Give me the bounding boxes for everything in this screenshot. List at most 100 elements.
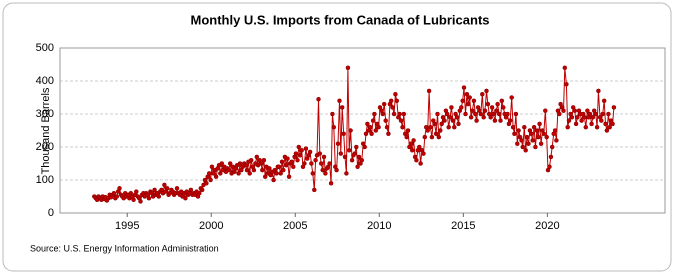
data-point xyxy=(285,156,290,161)
data-point xyxy=(261,157,267,163)
data-point xyxy=(367,124,373,130)
data-point xyxy=(495,101,500,107)
y-tick-label: 200 xyxy=(36,141,54,153)
data-point xyxy=(398,118,404,123)
chart-title: Monthly U.S. Imports from Canada of Lubr… xyxy=(190,12,489,27)
data-point xyxy=(236,171,241,176)
data-point xyxy=(208,177,213,183)
data-point xyxy=(596,88,601,94)
data-point xyxy=(204,181,209,186)
data-point xyxy=(554,138,559,143)
data-point xyxy=(162,182,167,188)
data-point xyxy=(409,148,415,153)
data-point xyxy=(484,88,489,94)
data-point xyxy=(248,157,254,163)
x-tick-label: 2020 xyxy=(535,220,559,232)
data-point xyxy=(465,101,471,107)
frame xyxy=(2,2,672,272)
data-point xyxy=(401,111,407,117)
data-point xyxy=(471,98,477,104)
x-tick-label: 2010 xyxy=(367,220,391,232)
data-point xyxy=(425,128,430,133)
y-axis-label: Thousand Barrels xyxy=(40,87,52,174)
data-point xyxy=(370,118,376,123)
data-point xyxy=(492,118,498,123)
data-point xyxy=(383,118,388,123)
data-point xyxy=(456,121,461,127)
data-point xyxy=(549,144,555,150)
data-point xyxy=(297,153,303,158)
data-point xyxy=(478,111,484,117)
data-point xyxy=(345,65,351,71)
data-point xyxy=(505,111,510,117)
data-point xyxy=(243,162,248,168)
y-tick-label: 0 xyxy=(48,207,54,219)
data-point xyxy=(386,131,391,137)
data-point xyxy=(359,157,365,163)
data-point xyxy=(470,108,475,113)
data-point xyxy=(454,115,460,120)
data-point xyxy=(449,105,454,110)
data-point xyxy=(507,118,513,123)
data-point xyxy=(344,171,349,176)
data-point xyxy=(244,167,250,173)
data-point xyxy=(536,134,541,140)
data-point xyxy=(408,141,414,146)
data-point xyxy=(435,111,440,117)
data-point xyxy=(562,65,568,71)
data-point xyxy=(432,121,437,127)
data-point xyxy=(488,115,493,120)
data-point xyxy=(156,194,162,199)
data-point xyxy=(341,131,346,137)
data-point xyxy=(299,148,304,153)
data-point xyxy=(498,118,503,123)
data-point xyxy=(426,88,432,94)
data-point xyxy=(373,128,379,133)
y-tick-label: 100 xyxy=(36,174,54,186)
data-point xyxy=(533,144,538,150)
data-point xyxy=(526,141,531,146)
data-point xyxy=(321,154,327,160)
data-point xyxy=(509,95,514,100)
data-point xyxy=(489,105,495,110)
data-point xyxy=(564,82,569,87)
data-point xyxy=(164,186,170,191)
data-point xyxy=(349,157,355,163)
data-point xyxy=(459,105,464,110)
data-point xyxy=(289,159,294,165)
data-point xyxy=(593,111,599,117)
data-point xyxy=(209,164,215,170)
source: Source: U.S. Energy Information Administ… xyxy=(30,243,219,253)
y-tick-label: 400 xyxy=(36,75,54,87)
data-point xyxy=(258,161,264,166)
data-point xyxy=(422,134,428,140)
data-point xyxy=(247,171,252,176)
data-point xyxy=(566,118,572,123)
data-point xyxy=(442,118,447,123)
data-point xyxy=(260,167,265,173)
data-point xyxy=(295,157,300,163)
data-point xyxy=(286,174,292,179)
data-point xyxy=(594,124,600,130)
data-point xyxy=(354,144,359,150)
data-point xyxy=(293,151,299,156)
data-point xyxy=(429,134,435,140)
data-point xyxy=(485,101,491,107)
data-point xyxy=(582,115,587,120)
data-point xyxy=(473,111,478,117)
data-point xyxy=(226,167,231,173)
data-point xyxy=(501,105,506,110)
data-point xyxy=(291,164,296,170)
data-point xyxy=(428,124,433,130)
data-point xyxy=(544,134,549,140)
data-point xyxy=(436,134,442,140)
data-point xyxy=(394,98,400,104)
data-point xyxy=(338,151,344,156)
data-point xyxy=(327,161,332,166)
data-point xyxy=(405,128,411,133)
data-point xyxy=(352,151,358,156)
data-point xyxy=(271,177,276,183)
data-point xyxy=(599,118,604,123)
data-point xyxy=(548,154,554,160)
data-point xyxy=(296,144,302,150)
